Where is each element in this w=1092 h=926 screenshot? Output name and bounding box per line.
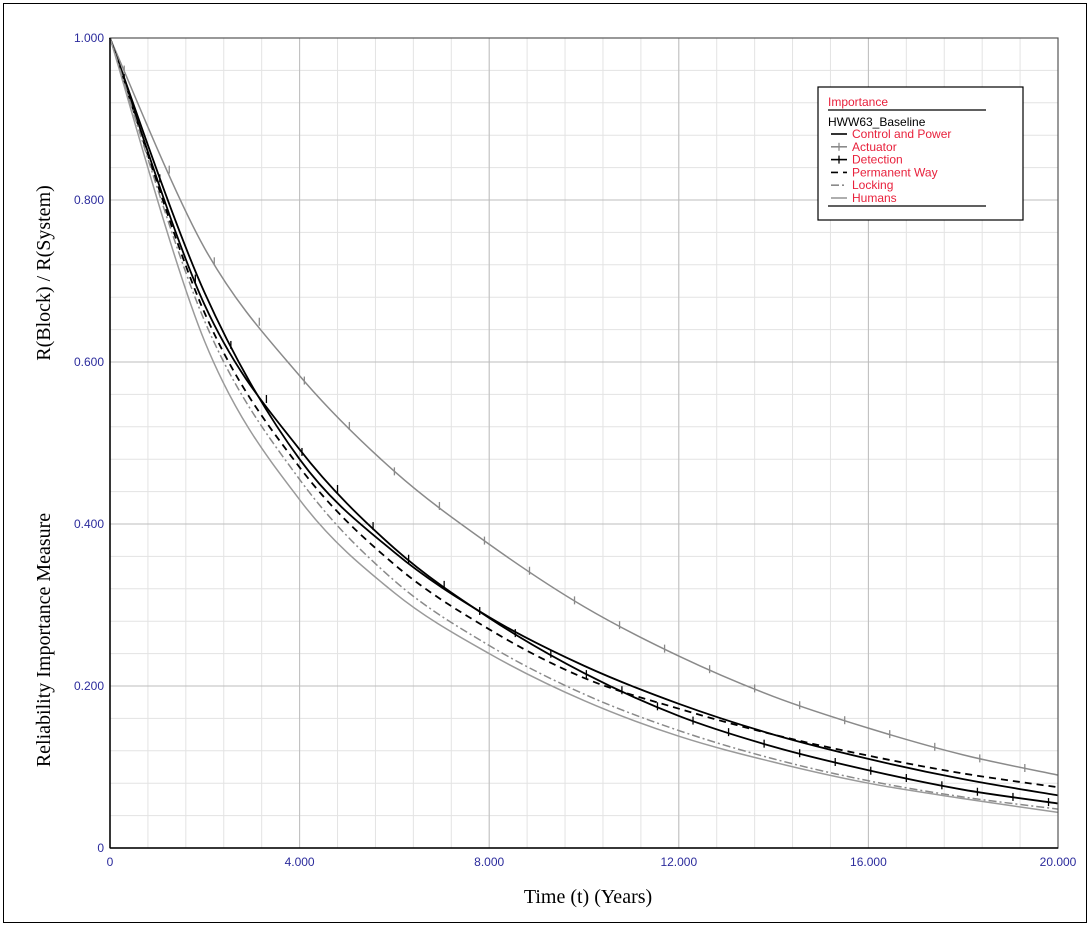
x-tick-label: 0: [107, 855, 114, 869]
series-line: [109, 37, 1059, 789]
y-tick-label: 0.200: [74, 679, 104, 693]
tick-labels-layer: 0 4.000 8.000 12.000 16.000 20.000 0 0.200 0.400…: [74, 31, 1077, 869]
series-line: [109, 37, 1059, 776]
y-tick-label: 0.600: [74, 355, 104, 369]
legend-box: [817, 86, 1024, 221]
y-tick-label: 0: [97, 841, 104, 855]
legend-items: Control and PowerActuatorDetectionPerman…: [831, 127, 951, 205]
y-tick-label: 1.000: [74, 31, 104, 45]
legend-label: Locking: [852, 178, 893, 192]
legend-subtitle: HWW63_Baseline: [828, 115, 926, 129]
legend-label: Humans: [852, 191, 897, 205]
y-tick-label: 0.400: [74, 517, 104, 531]
series-line: [109, 37, 1059, 810]
x-tick-label: 8.000: [474, 855, 504, 869]
x-tick-label: 4.000: [285, 855, 315, 869]
series-line: [109, 37, 1059, 797]
y-axis-title-right: R(Block) / R(System): [33, 185, 55, 361]
legend: Importance HWW63_Baseline Control and Po…: [817, 86, 1024, 221]
series-line: [109, 37, 1059, 805]
legend-label: Permanent Way: [852, 165, 938, 179]
legend-label: Actuator: [852, 140, 897, 154]
y-axis-title-left: Reliability Importance Measure: [33, 513, 55, 767]
series-layer: [109, 37, 1059, 814]
series-line: [109, 37, 1059, 814]
x-tick-label: 20.000: [1040, 855, 1077, 869]
legend-label: Detection: [852, 153, 903, 167]
legend-label: Control and Power: [852, 127, 951, 141]
y-tick-label: 0.800: [74, 193, 104, 207]
x-tick-label: 16.000: [850, 855, 887, 869]
x-axis-title: Time (t) (Years): [524, 886, 652, 908]
x-tick-label: 12.000: [660, 855, 697, 869]
legend-title: Importance: [828, 95, 888, 109]
axes-layer: [109, 37, 1059, 849]
